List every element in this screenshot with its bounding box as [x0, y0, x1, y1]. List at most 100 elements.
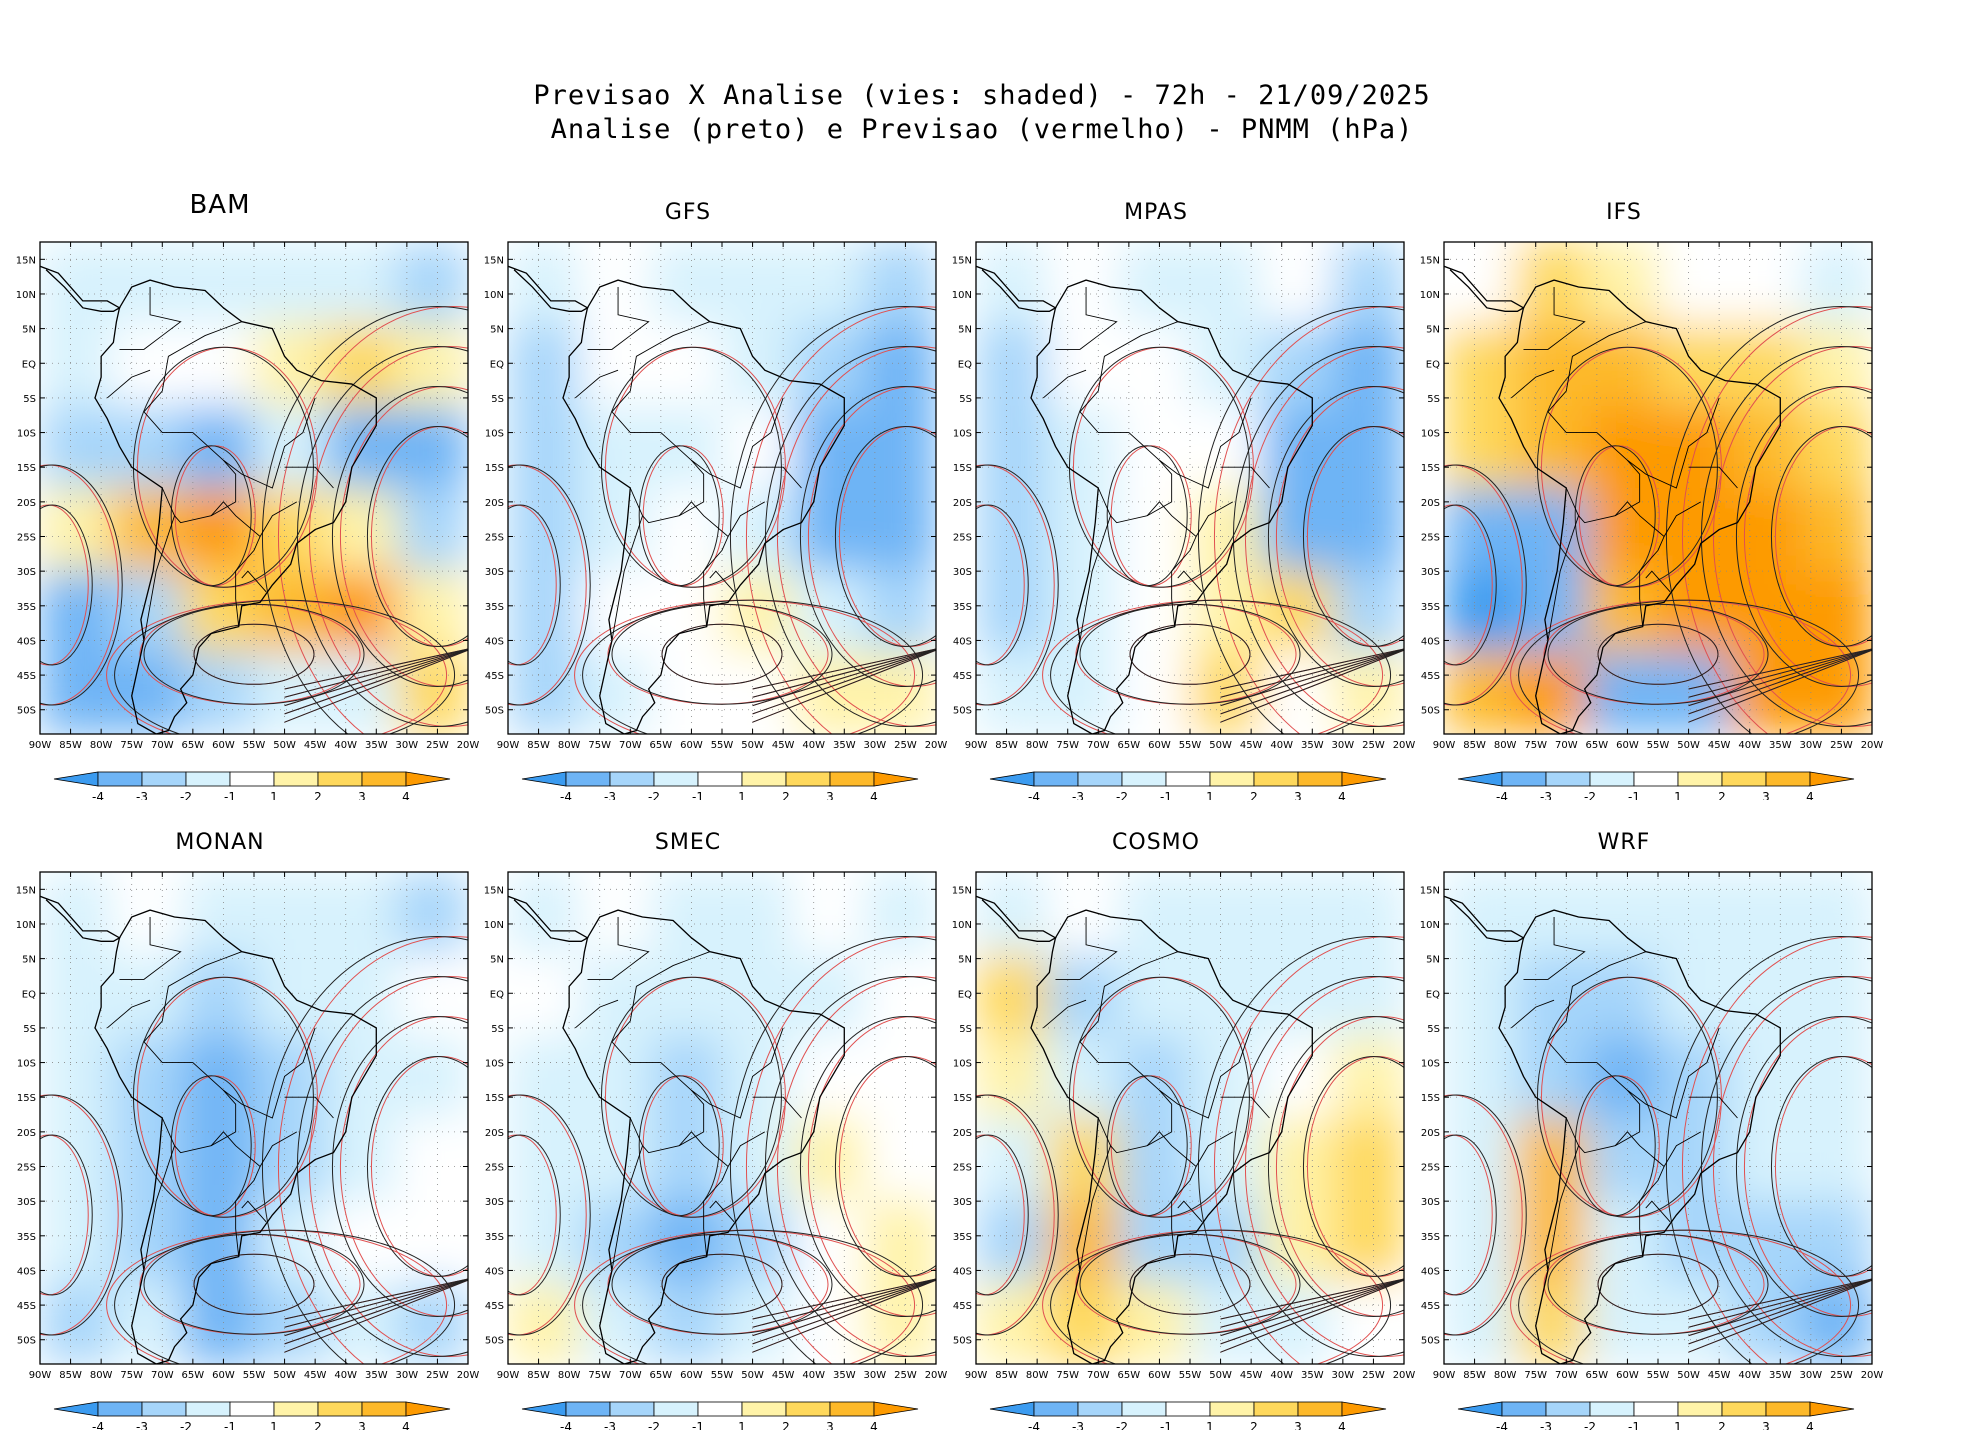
- bias-cell: [579, 652, 652, 734]
- colorbar: -4 -3 -2 -1 1 2 3 4: [1457, 1401, 1855, 1430]
- lon-tick-label: 40W: [1738, 1370, 1761, 1381]
- bias-cell: [40, 570, 113, 653]
- colorbar-label: 3: [358, 1420, 366, 1430]
- bias-cell: [254, 872, 327, 955]
- bias-cell: [1047, 1036, 1120, 1119]
- lat-tick-label: 5S: [23, 394, 36, 405]
- lon-tick-label: 65W: [182, 1370, 205, 1381]
- lon-tick-label: 20W: [1393, 1370, 1416, 1381]
- colorbar-label: -4: [92, 1420, 104, 1430]
- bias-cell: [1729, 324, 1802, 407]
- panel-title: GFS: [664, 200, 712, 225]
- bias-cell: [650, 1118, 723, 1201]
- lon-tick-label: 45W: [772, 740, 795, 751]
- bias-cell: [111, 406, 184, 489]
- lon-tick-label: 70W: [1087, 1370, 1110, 1381]
- lat-tick-label: 10N: [952, 920, 972, 931]
- bias-cell: [1515, 324, 1588, 407]
- panel-title: MONAN: [175, 830, 265, 855]
- bias-cell: [254, 570, 327, 653]
- bias-cell: [579, 1036, 652, 1119]
- bias-cell: [182, 242, 255, 325]
- bias-cell: [1332, 488, 1404, 571]
- bias-cell: [1658, 406, 1731, 489]
- lat-tick-label: 5N: [22, 955, 36, 966]
- lon-tick-label: 60W: [680, 1370, 703, 1381]
- bias-cell: [1261, 406, 1334, 489]
- bias-cell: [1047, 324, 1120, 407]
- bias-cell: [1190, 1036, 1263, 1119]
- colorbar-label: 2: [1718, 1420, 1726, 1430]
- map-panel-monan: MONAN 15N 10N 5N EQ 5S 10S 15S 20S 25S 30S 35S 40S 45…: [0, 830, 480, 1430]
- lat-tick-label: 30S: [953, 1197, 972, 1208]
- bias-cell: [1261, 242, 1334, 325]
- lon-tick-label: 90W: [965, 1370, 988, 1381]
- lon-tick-label: 65W: [650, 1370, 673, 1381]
- colorbar-label: 2: [1718, 790, 1726, 800]
- bias-cell: [1658, 954, 1731, 1037]
- bias-cell: [864, 1036, 936, 1119]
- colorbar-label: 3: [1294, 1420, 1302, 1430]
- lon-tick-label: 35W: [1301, 740, 1324, 751]
- bias-cell: [111, 324, 184, 407]
- colorbar-label: 3: [1294, 790, 1302, 800]
- bias-cell: [650, 324, 723, 407]
- bias-cell: [1047, 1282, 1120, 1364]
- lat-tick-label: 10N: [16, 920, 36, 931]
- lon-tick-label: 75W: [1524, 740, 1547, 751]
- bias-cell: [1515, 488, 1588, 571]
- bias-cell: [40, 954, 113, 1037]
- bias-cell: [793, 1036, 866, 1119]
- bias-cell: [579, 488, 652, 571]
- lon-tick-label: 25W: [894, 1370, 917, 1381]
- lat-tick-label: 35S: [485, 1232, 504, 1243]
- bias-cell: [1190, 242, 1263, 325]
- bias-cell: [1118, 1282, 1191, 1364]
- map-smec: 15N 10N 5N EQ 5S 10S 15S 20S 25S 30S 35S 40S 45S 50S 9…: [484, 871, 947, 1430]
- bias-cell: [650, 954, 723, 1037]
- bias-cell: [1658, 324, 1731, 407]
- colorbar-label: 2: [782, 790, 790, 800]
- colorbar-label: -4: [1028, 790, 1040, 800]
- lat-tick-label: 5N: [22, 325, 36, 336]
- bias-cell: [976, 570, 1049, 653]
- bias-cell: [1729, 406, 1802, 489]
- bias-cell: [111, 652, 184, 734]
- colorbar-label: 4: [870, 790, 878, 800]
- colorbar-label: 4: [402, 1420, 410, 1430]
- lon-tick-label: 45W: [1708, 1370, 1731, 1381]
- lon-tick-label: 20W: [1861, 1370, 1884, 1381]
- lat-tick-label: 35S: [17, 1232, 36, 1243]
- lon-tick-label: 55W: [711, 740, 734, 751]
- lon-tick-label: 75W: [1056, 740, 1079, 751]
- lat-tick-label: 40S: [1421, 636, 1440, 647]
- bias-cell: [1586, 872, 1659, 955]
- bias-cell: [396, 1036, 468, 1119]
- bias-cell: [722, 242, 795, 325]
- lon-tick-label: 85W: [1463, 740, 1486, 751]
- bias-cell: [1658, 242, 1731, 325]
- lat-tick-label: 10S: [485, 429, 504, 440]
- colorbar-label: 1: [270, 1420, 278, 1430]
- colorbar-label: -4: [560, 1420, 572, 1430]
- lat-tick-label: 50S: [17, 1336, 36, 1347]
- lat-tick-label: 15S: [1421, 1093, 1440, 1104]
- bias-cell: [1047, 406, 1120, 489]
- bias-cell: [976, 324, 1049, 407]
- lat-tick-label: 25S: [953, 533, 972, 544]
- lon-tick-label: 90W: [497, 740, 520, 751]
- bias-cell: [1515, 1200, 1588, 1283]
- bias-cell: [650, 1282, 723, 1364]
- lon-tick-label: 85W: [1463, 1370, 1486, 1381]
- bias-cell: [182, 324, 255, 407]
- colorbar-label: 3: [1762, 1420, 1770, 1430]
- lat-tick-label: 45S: [1421, 1301, 1440, 1312]
- lon-tick-label: 40W: [802, 740, 825, 751]
- lon-tick-label: 70W: [1087, 740, 1110, 751]
- colorbar-label: 1: [270, 790, 278, 800]
- lon-tick-label: 20W: [457, 1370, 480, 1381]
- bias-cell: [579, 406, 652, 489]
- bias-cell: [111, 1200, 184, 1283]
- bias-cell: [254, 954, 327, 1037]
- lon-tick-label: 25W: [426, 740, 449, 751]
